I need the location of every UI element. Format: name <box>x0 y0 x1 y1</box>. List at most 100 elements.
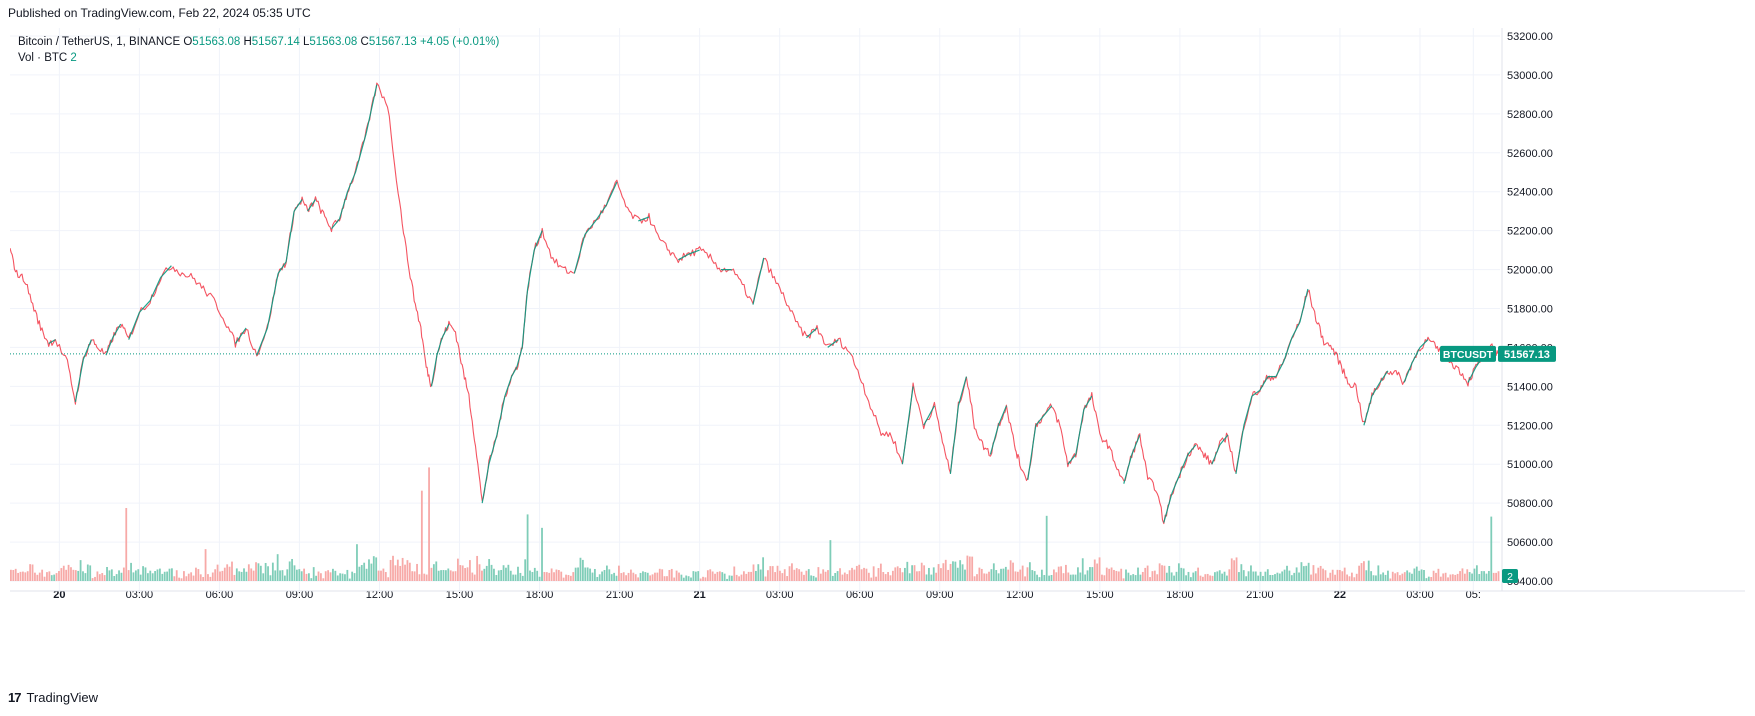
volume-bar <box>368 559 370 581</box>
volume-bar <box>1348 576 1351 581</box>
legend-low-value: 51563.08 <box>309 36 358 48</box>
volume-bar <box>738 576 740 581</box>
volume-bar <box>606 565 608 581</box>
volume-bar <box>730 575 733 581</box>
volume-bar <box>1343 567 1346 581</box>
volume-bar <box>86 564 89 581</box>
volume-bar <box>952 561 954 581</box>
volume-bar <box>1137 567 1139 581</box>
volume-bar <box>774 572 777 581</box>
volume-bar <box>1312 565 1315 581</box>
volume-bar <box>1314 573 1317 581</box>
volume-bar <box>685 575 688 581</box>
volume-bar <box>879 563 882 581</box>
volume-bar <box>245 571 248 581</box>
volume-bar <box>807 569 810 581</box>
volume-bar <box>865 568 868 581</box>
volume-bar <box>396 559 399 581</box>
volume-bar <box>1288 570 1291 581</box>
volume-bar <box>334 570 337 581</box>
volume-bar <box>469 560 471 581</box>
volume-bar <box>166 571 169 581</box>
volume-bar <box>1040 569 1043 581</box>
volume-bar <box>1038 577 1041 581</box>
volume-bar <box>1329 572 1332 581</box>
volume-bar <box>1048 575 1050 581</box>
volume-bar <box>553 572 555 581</box>
volume-bar <box>536 570 539 581</box>
volume-bar <box>281 570 284 581</box>
volume-bar <box>1483 571 1485 581</box>
chart-pane[interactable]: 53200.00 53000.00 52800.00 52600.00 52400.00… <box>10 28 1745 678</box>
volume-bar <box>1454 574 1457 581</box>
volume-bar <box>687 576 690 581</box>
volume-bar <box>613 572 616 581</box>
volume-bar <box>1295 567 1298 581</box>
volume-bar <box>1497 571 1500 581</box>
volume-bar <box>264 562 267 581</box>
volume-bar <box>1403 572 1406 581</box>
tradingview-footer[interactable]: 17 TradingView <box>8 690 98 705</box>
volume-bar <box>509 570 512 581</box>
volume-bar <box>1199 575 1202 581</box>
volume-bar <box>483 568 486 581</box>
volume-bar <box>199 574 202 581</box>
volume-bar <box>1216 571 1219 581</box>
volume-bar <box>204 549 207 581</box>
volume-bar <box>596 576 599 581</box>
volume-bar <box>488 559 491 581</box>
x-tick-label: 12:00 <box>366 589 394 601</box>
volume-bar <box>125 508 128 581</box>
volume-bar <box>305 573 308 581</box>
x-tick-label: 05: <box>1466 589 1481 601</box>
volume-bar <box>997 573 1000 581</box>
volume-bar <box>1228 569 1231 581</box>
volume-bar <box>918 571 921 581</box>
volume-bar <box>96 571 99 581</box>
volume-bar <box>317 571 320 581</box>
volume-bar <box>1235 557 1238 581</box>
volume-bar <box>1331 569 1334 581</box>
volume-bar <box>1242 570 1245 581</box>
volume-bar <box>1170 572 1173 581</box>
volume-bar <box>1240 564 1243 581</box>
volume-bar <box>615 575 618 581</box>
volume-bar <box>180 578 183 581</box>
volume-bar <box>214 569 217 581</box>
volume-bar <box>757 564 760 581</box>
volume-bar <box>401 557 404 581</box>
tradingview-logo-icon: 17 <box>8 690 22 705</box>
volume-bar <box>384 572 387 581</box>
volume-bar <box>841 574 844 581</box>
volume-bar <box>12 570 15 581</box>
volume-bar <box>120 572 123 581</box>
volume-bar <box>877 568 880 581</box>
volume-bar <box>670 568 673 581</box>
volume-bar <box>502 565 505 581</box>
volume-bar <box>589 568 591 581</box>
volume-bar <box>649 575 652 581</box>
volume-bar <box>351 571 354 581</box>
volume-bar <box>1072 574 1075 581</box>
volume-bar <box>1423 569 1425 581</box>
volume-bar <box>295 569 298 581</box>
volume-bar <box>1141 571 1144 581</box>
y-tick-label: 51200.00 <box>1507 420 1553 432</box>
volume-bar <box>50 575 53 581</box>
volume-bar <box>1351 572 1353 581</box>
y-tick-label: 52800.00 <box>1507 109 1553 121</box>
volume-bar <box>1442 573 1445 581</box>
volume-bar <box>651 574 654 581</box>
volume-bar <box>1074 574 1077 581</box>
volume-bar <box>130 562 132 581</box>
symbol-badge: BTCUSDT <box>1443 349 1494 361</box>
volume-bar <box>440 570 442 581</box>
y-tick-label: 51000.00 <box>1507 459 1553 471</box>
price-chart[interactable]: 53200.00 53000.00 52800.00 52600.00 52400.00… <box>10 28 1745 678</box>
volume-bar <box>1363 561 1365 581</box>
volume-bar <box>1156 574 1159 581</box>
volume-bar <box>36 574 39 581</box>
volume-bar <box>1067 572 1070 581</box>
volume-bar <box>805 570 808 581</box>
volume-bar <box>1408 572 1411 581</box>
